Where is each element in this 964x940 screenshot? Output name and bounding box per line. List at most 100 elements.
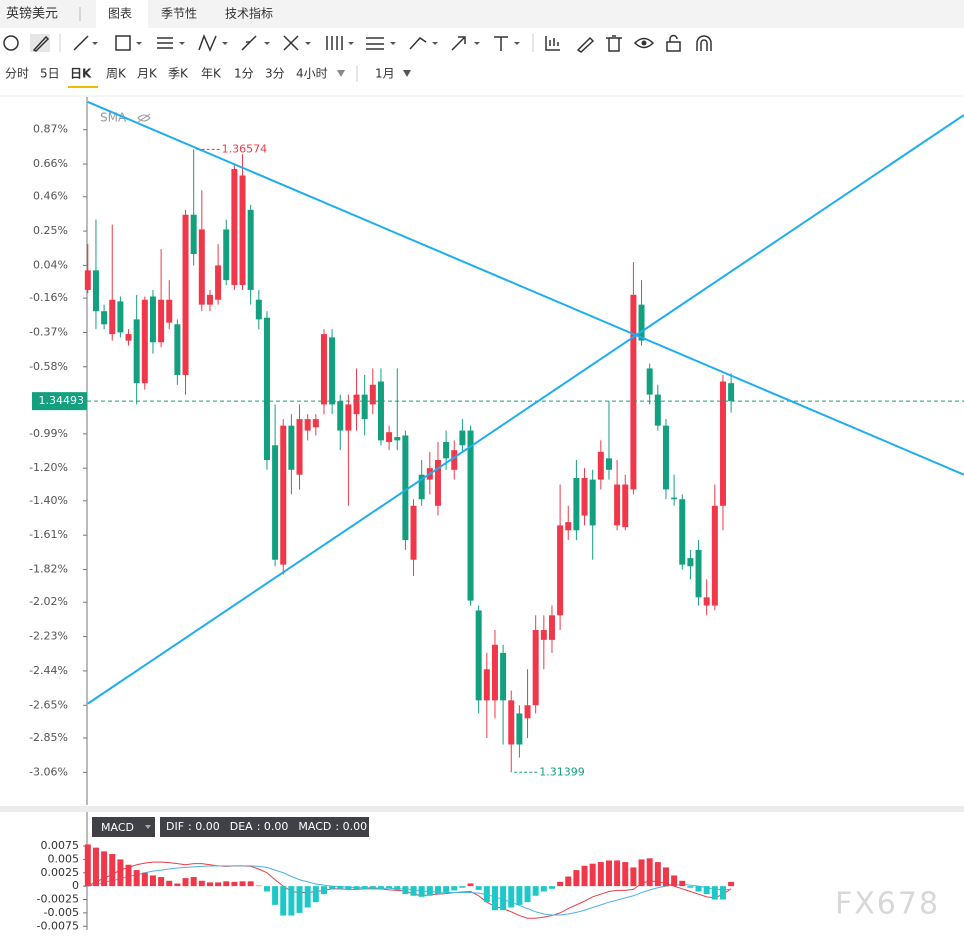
dropdown-arrow[interactable] xyxy=(305,42,311,45)
macd-bar xyxy=(353,886,360,890)
dropdown-arrow[interactable] xyxy=(390,42,396,45)
y-tick-label: 0.04% xyxy=(33,258,68,271)
panel-separator xyxy=(0,806,964,812)
y-tick-label: 0.0025 xyxy=(41,866,80,879)
tool-icon[interactable] xyxy=(283,35,299,51)
y-tick-label: -0.37% xyxy=(29,325,68,338)
tab[interactable]: 图表 xyxy=(108,7,132,21)
macd-bar xyxy=(532,886,539,896)
candle-body xyxy=(101,311,108,325)
candle-body xyxy=(312,419,319,428)
last-price-label: 1.34493 xyxy=(39,394,85,407)
macd-bar xyxy=(190,877,197,887)
timeframe[interactable]: 4小时 xyxy=(296,67,328,81)
tool-icon[interactable] xyxy=(241,35,257,51)
dropdown-arrow[interactable] xyxy=(136,42,142,45)
macd-bar xyxy=(158,877,165,887)
macd-bar xyxy=(141,872,148,887)
macd-bar xyxy=(182,878,189,887)
macd-bar xyxy=(206,882,213,887)
candle-body xyxy=(125,334,132,341)
candle-body xyxy=(198,229,205,305)
candle-body xyxy=(133,319,140,384)
tool-icon[interactable] xyxy=(451,36,466,51)
period[interactable]: 1月 xyxy=(375,67,395,81)
candle-body xyxy=(516,713,523,745)
timeframe[interactable]: 月K xyxy=(137,67,158,81)
tool-icon[interactable] xyxy=(157,37,173,49)
y-tick-label: -2.44% xyxy=(29,664,68,677)
tool-icon[interactable] xyxy=(198,33,217,52)
tab[interactable]: 季节性 xyxy=(161,7,197,21)
macd-bar xyxy=(719,886,726,900)
tool-icon[interactable] xyxy=(32,35,50,52)
timeframe[interactable]: 年K xyxy=(201,67,222,81)
timeframe[interactable]: 5日 xyxy=(40,67,60,81)
dropdown-arrow[interactable] xyxy=(264,42,270,45)
tool-icon[interactable] xyxy=(73,35,89,51)
tool-icon[interactable] xyxy=(696,35,712,51)
visibility-icon[interactable] xyxy=(137,113,151,123)
tool-icon[interactable] xyxy=(494,36,508,51)
tool-icon[interactable] xyxy=(3,35,19,51)
macd-bar xyxy=(548,886,555,889)
macd-bar xyxy=(451,886,458,891)
macd-bar xyxy=(646,858,653,887)
macd-bar xyxy=(524,886,531,903)
candle-body xyxy=(491,644,498,701)
trend-line xyxy=(87,114,964,705)
dropdown-arrow[interactable] xyxy=(432,42,438,45)
tool-icon[interactable] xyxy=(409,37,427,50)
tool-icon[interactable] xyxy=(576,36,595,53)
candle-body xyxy=(418,474,425,500)
candle-body xyxy=(141,299,148,384)
y-tick-label: -3.06% xyxy=(29,765,68,778)
macd-bar xyxy=(662,867,669,887)
timeframe[interactable]: 分时 xyxy=(5,67,29,81)
dropdown-arrow[interactable] xyxy=(179,42,185,45)
timeframe-active[interactable]: 日K xyxy=(70,67,92,81)
tool-icon[interactable] xyxy=(115,35,131,51)
dropdown-arrow[interactable] xyxy=(337,70,345,77)
tab[interactable]: 技术指标 xyxy=(225,6,273,21)
candle-body xyxy=(190,214,197,254)
macd-bar xyxy=(467,883,474,887)
macd-bar xyxy=(101,851,108,887)
timeframe[interactable]: 周K xyxy=(106,67,127,81)
candle-body xyxy=(703,597,710,606)
dropdown-arrow[interactable] xyxy=(474,42,480,45)
candle-body xyxy=(475,610,482,701)
tool-icon[interactable] xyxy=(633,37,655,49)
candle-body xyxy=(402,435,409,541)
dropdown-arrow[interactable] xyxy=(403,70,411,77)
tool-icon[interactable] xyxy=(545,36,560,51)
candle-body xyxy=(206,294,213,305)
candle-body xyxy=(239,175,246,286)
macd-bar xyxy=(304,886,311,908)
y-tick-label: -0.0075 xyxy=(37,919,79,932)
tool-icon[interactable] xyxy=(606,35,622,52)
timeframe[interactable]: 3分 xyxy=(265,67,285,81)
candle-body xyxy=(304,419,311,431)
dropdown-arrow[interactable] xyxy=(222,42,228,45)
timeframe[interactable]: 1分 xyxy=(234,67,254,81)
indicator-button[interactable] xyxy=(92,817,155,837)
indicator-name: MACD xyxy=(101,821,134,834)
dropdown-arrow[interactable] xyxy=(348,42,354,45)
candle-body xyxy=(149,296,156,343)
tool-icon[interactable] xyxy=(666,41,681,52)
dropdown-arrow[interactable] xyxy=(514,42,520,45)
macd-bar xyxy=(337,886,344,889)
tool-icon[interactable] xyxy=(366,37,384,50)
timeframe[interactable]: 季K xyxy=(168,67,189,81)
tool-icon[interactable] xyxy=(326,36,343,50)
dropdown-arrow[interactable] xyxy=(92,42,98,45)
candle-body xyxy=(508,700,515,745)
watermark: FX678 xyxy=(835,887,940,922)
candle-body xyxy=(434,459,441,506)
y-tick-label: 0.46% xyxy=(33,190,68,203)
macd-bar xyxy=(369,886,376,889)
candle-body xyxy=(573,477,580,531)
dropdown-arrow[interactable] xyxy=(145,825,151,829)
